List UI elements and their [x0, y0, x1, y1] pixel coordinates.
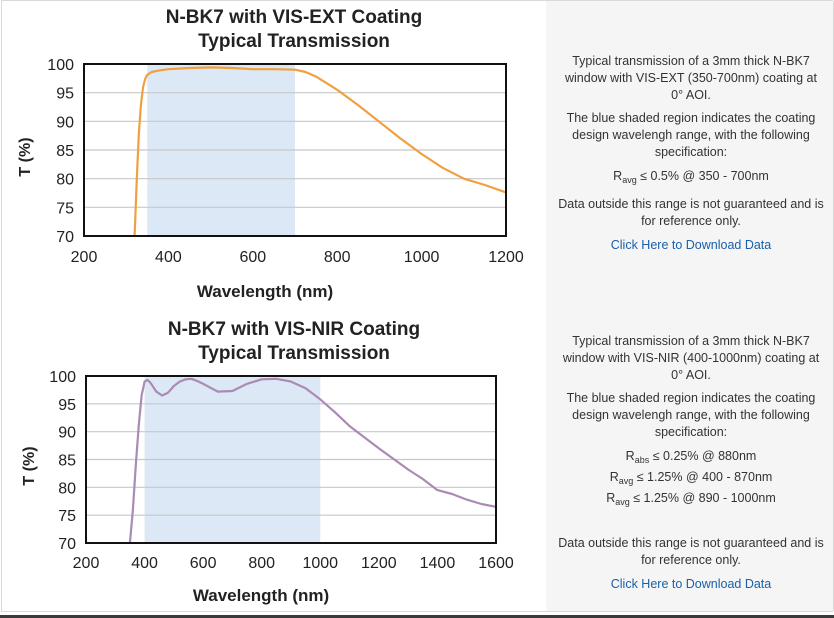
- table-row: N-BK7 with VIS-NIR Coating Typical Transm…: [1, 313, 834, 612]
- chart-title-line1: N-BK7 with VIS-EXT Coating: [166, 7, 423, 28]
- y-axis-label: T (%): [21, 446, 38, 485]
- x-tick-label: 800: [248, 555, 275, 572]
- spec-list: Rabs ≤ 0.25% @ 880nm Ravg ≤ 1.25% @ 400 …: [558, 448, 824, 511]
- chart-title-line2: Typical Transmission: [198, 343, 390, 364]
- shaded-region-note: The blue shaded region indicates the coa…: [566, 111, 816, 159]
- x-tick-label: 600: [190, 555, 217, 572]
- x-tick-label: 400: [131, 555, 158, 572]
- spec-line: Ravg ≤ 1.25% @ 400 - 870nm: [609, 470, 773, 486]
- x-tick-label: 200: [71, 249, 98, 266]
- download-data-link[interactable]: Click Here to Download Data: [610, 577, 772, 591]
- x-axis-label: Wavelength (nm): [197, 282, 333, 301]
- x-tick-label: 1000: [404, 249, 440, 266]
- y-tick-label: 70: [58, 536, 76, 553]
- y-axis-label: T (%): [17, 137, 34, 176]
- chart-cell: N-BK7 with VIS-EXT Coating Typical Transm…: [1, 1, 547, 313]
- transmission-series-line: [128, 377, 498, 545]
- x-tick-label: 1000: [302, 555, 338, 572]
- chart-title-line2: Typical Transmission: [198, 31, 390, 52]
- page-bottom-divider: [0, 615, 834, 618]
- transmission-chart-vis-ext: N-BK7 with VIS-EXT Coating Typical Transm…: [17, 7, 524, 301]
- y-tick-label: 90: [58, 425, 76, 442]
- table-row: N-BK7 with VIS-EXT Coating Typical Transm…: [1, 0, 834, 314]
- description-cell: Typical transmission of a 3mm thick N-BK…: [546, 313, 834, 611]
- y-tick-label: 90: [56, 114, 74, 131]
- x-tick-label: 600: [239, 249, 266, 266]
- plot-frame: [85, 375, 497, 544]
- disclaimer-text: Data outside this range is not guarantee…: [558, 536, 824, 567]
- download-data-link[interactable]: Click Here to Download Data: [610, 238, 772, 252]
- description-cell: Typical transmission of a 3mm thick N-BK…: [546, 1, 834, 313]
- transmission-chart-vis-nir: N-BK7 with VIS-NIR Coating Typical Transm…: [21, 319, 514, 605]
- y-tick-label: 75: [58, 508, 76, 525]
- y-tick-label: 80: [56, 172, 74, 189]
- spec-list: Ravg ≤ 0.5% @ 350 - 700nm: [558, 168, 824, 189]
- spec-line: Ravg ≤ 1.25% @ 890 - 1000nm: [606, 491, 776, 507]
- y-tick-label: 75: [56, 200, 74, 217]
- x-tick-label: 1200: [361, 555, 397, 572]
- x-axis-label: Wavelength (nm): [193, 586, 329, 605]
- description-text: Typical transmission of a 3mm thick N-BK…: [565, 54, 817, 102]
- plot-frame: [83, 63, 507, 237]
- x-tick-label: 1600: [478, 555, 514, 572]
- y-tick-label: 95: [56, 86, 74, 103]
- chart-description: Typical transmission of a 3mm thick N-BK…: [558, 53, 824, 254]
- x-tick-label: 400: [155, 249, 182, 266]
- shaded-region-note: The blue shaded region indicates the coa…: [566, 391, 816, 439]
- x-tick-label: 200: [73, 555, 100, 572]
- y-tick-label: 100: [47, 57, 74, 74]
- y-tick-label: 80: [58, 480, 76, 497]
- chart-description: Typical transmission of a 3mm thick N-BK…: [558, 333, 824, 593]
- y-tick-label: 100: [49, 369, 76, 386]
- y-tick-label: 70: [56, 229, 74, 246]
- description-text: Typical transmission of a 3mm thick N-BK…: [562, 334, 820, 382]
- disclaimer-text: Data outside this range is not guarantee…: [558, 197, 824, 228]
- spec-line: Ravg ≤ 0.5% @ 350 - 700nm: [613, 169, 769, 185]
- spec-line: Rabs ≤ 0.25% @ 880nm: [625, 449, 757, 465]
- x-tick-label: 1200: [488, 249, 524, 266]
- x-tick-label: 800: [324, 249, 351, 266]
- chart-title-line1: N-BK7 with VIS-NIR Coating: [168, 319, 420, 340]
- y-tick-label: 85: [58, 453, 76, 470]
- x-tick-label: 1400: [420, 555, 456, 572]
- chart-cell: N-BK7 with VIS-NIR Coating Typical Transm…: [1, 313, 547, 611]
- transmission-series-line: [133, 66, 508, 238]
- y-tick-label: 95: [58, 397, 76, 414]
- y-tick-label: 85: [56, 143, 74, 160]
